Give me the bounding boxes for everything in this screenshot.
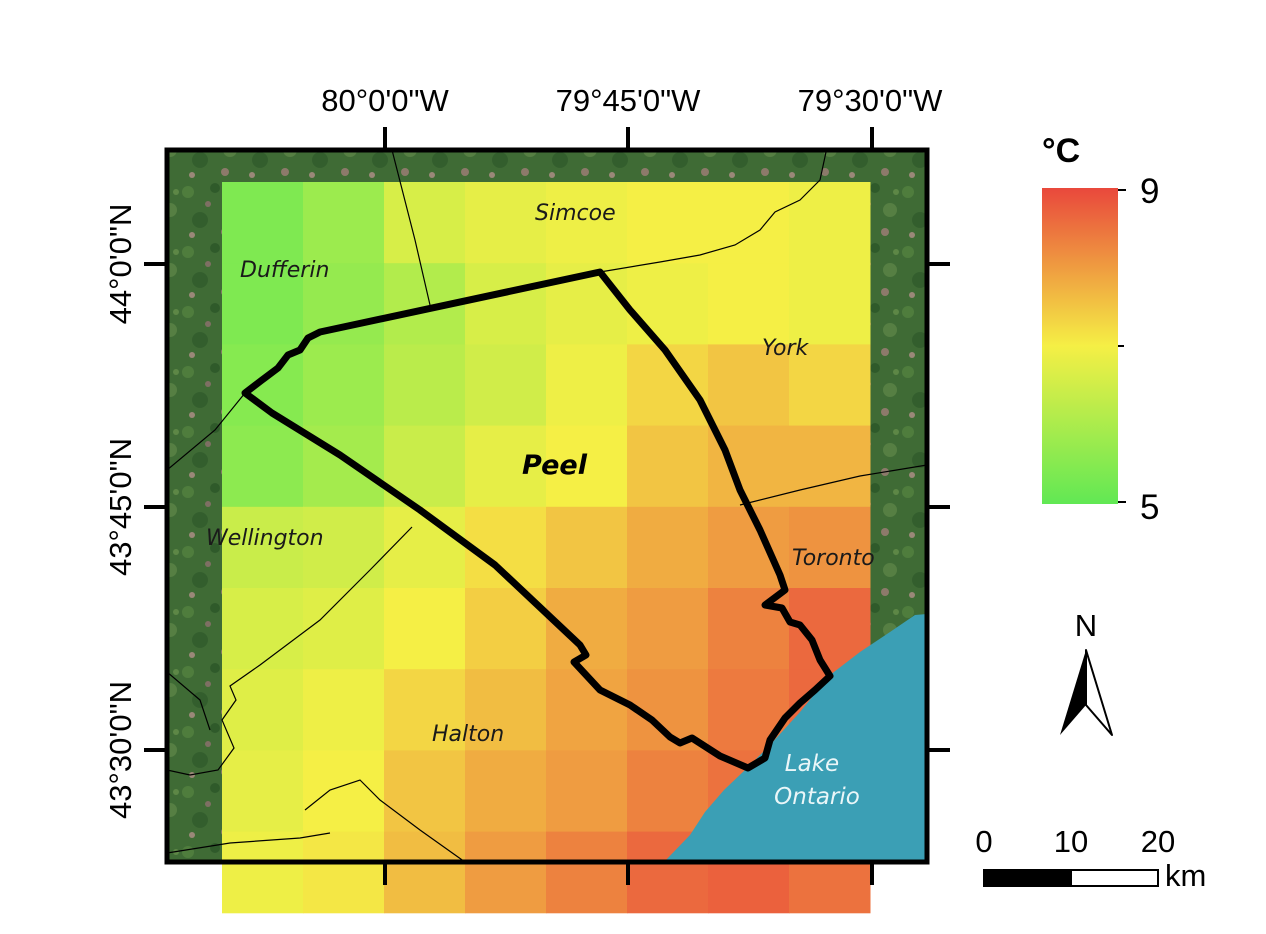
grid-cell — [627, 425, 709, 508]
grid-cell — [546, 182, 628, 264]
label-ontario: Ontario — [774, 784, 860, 810]
grid-cell — [546, 669, 628, 751]
grid-cell — [465, 182, 547, 264]
grid-cell — [303, 182, 385, 264]
grid-cell — [384, 506, 466, 589]
legend-min-label: 5 — [1140, 488, 1159, 527]
grid-cell — [465, 831, 547, 914]
grid-cell — [627, 506, 709, 589]
grid-cell — [222, 669, 304, 751]
grid-cell — [546, 831, 628, 914]
graticule-ticks — [144, 127, 950, 885]
grid-cell — [222, 831, 304, 914]
grid-cell — [384, 588, 466, 670]
grid-cell — [627, 588, 709, 670]
peel-boundary — [241, 268, 834, 772]
grid-cell — [465, 669, 547, 751]
grid-cell — [789, 182, 871, 264]
grid-cell — [384, 182, 466, 264]
scale-label-0: 0 — [975, 824, 992, 859]
grid-cell — [789, 263, 871, 345]
label-halton: Halton — [432, 722, 504, 747]
label-dufferin: Dufferin — [240, 258, 329, 283]
grid-cell — [222, 182, 304, 264]
grid-cell — [708, 182, 790, 264]
grid-cell — [789, 344, 871, 427]
grid-cell — [222, 588, 304, 670]
grid-cell — [465, 425, 547, 508]
grid-cell — [546, 506, 628, 589]
grid-cell — [303, 669, 385, 751]
scale-bar: 0 10 20 km — [975, 824, 1206, 893]
lon-label-7945w: 79°45'0"W — [556, 83, 702, 118]
label-lake: Lake — [785, 751, 839, 777]
lon-label-80w: 80°0'0"W — [321, 83, 449, 118]
grid-cell — [627, 263, 709, 345]
label-toronto: Toronto — [792, 546, 875, 571]
grid-cell — [465, 344, 547, 427]
grid-cell — [384, 831, 466, 914]
grid-cell — [465, 263, 547, 345]
legend-unit: °C — [1042, 132, 1080, 170]
grid-cell — [546, 344, 628, 427]
lat-label-4345n: 43°45'0"N — [103, 438, 138, 576]
temperature-grid — [222, 182, 871, 914]
grid-cell — [546, 425, 628, 508]
grid-cell — [627, 750, 709, 833]
grid-cell — [222, 750, 304, 833]
grid-cell — [303, 750, 385, 833]
grid-cell — [303, 588, 385, 670]
legend: °C 9 5 — [1042, 132, 1159, 527]
lake-ontario — [664, 614, 927, 862]
grid-cell — [303, 506, 385, 589]
grid-cell — [303, 831, 385, 914]
scale-label-20: 20 — [1141, 824, 1175, 859]
grid-cell — [627, 182, 709, 264]
label-simcoe: Simcoe — [535, 201, 616, 226]
grid-cell — [789, 425, 871, 508]
grid-cell — [708, 344, 790, 427]
grid-cell — [222, 425, 304, 508]
grid-cell — [303, 344, 385, 427]
lat-label-4330n: 43°30'0"N — [103, 681, 138, 819]
grid-cell — [708, 588, 790, 670]
county-boundaries — [167, 150, 927, 862]
grid-cell — [708, 263, 790, 345]
scale-label-10: 10 — [1054, 824, 1088, 859]
lat-label-44n: 44°0'0"N — [103, 204, 138, 325]
grid-cell — [222, 263, 304, 345]
north-label: N — [1075, 608, 1097, 643]
grid-cell — [384, 669, 466, 751]
grid-cell — [708, 506, 790, 589]
grid-cell — [384, 750, 466, 833]
legend-max-label: 9 — [1140, 172, 1159, 211]
legend-color-ramp — [1042, 188, 1118, 504]
grid-cell — [465, 750, 547, 833]
label-york: York — [762, 336, 810, 361]
grid-cell — [222, 506, 304, 589]
label-wellington: Wellington — [206, 526, 324, 551]
grid-cell — [789, 506, 871, 589]
scale-unit: km — [1165, 858, 1206, 893]
label-peel: Peel — [522, 450, 588, 481]
grid-cell — [384, 344, 466, 427]
lon-label-7930w: 79°30'0"W — [798, 83, 944, 118]
north-arrow-icon: N — [1060, 608, 1113, 736]
grid-cell — [546, 750, 628, 833]
